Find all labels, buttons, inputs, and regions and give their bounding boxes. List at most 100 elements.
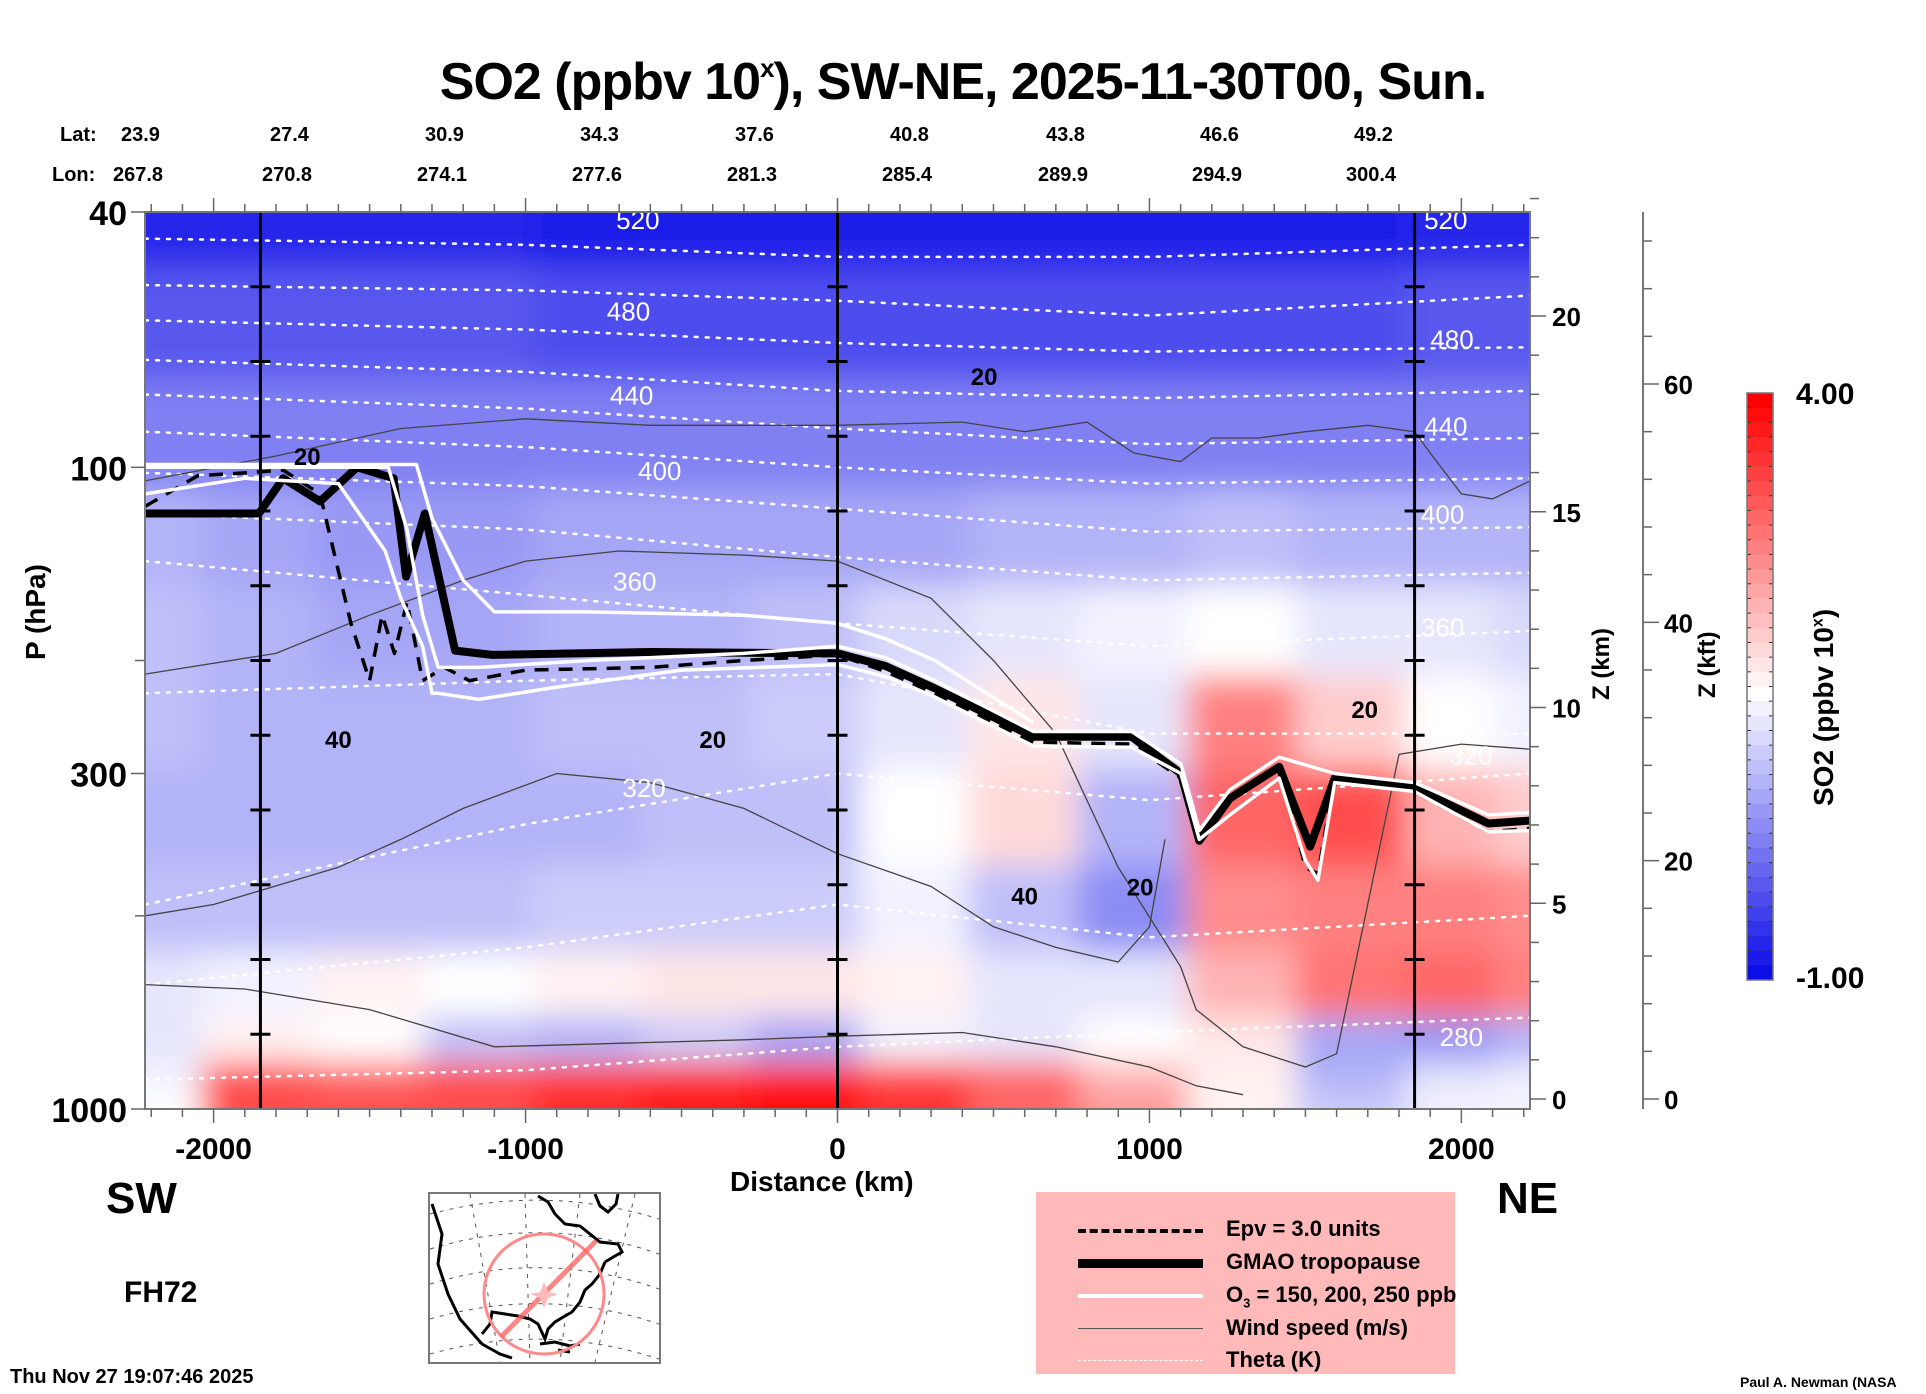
lon-value: 289.9	[1038, 164, 1089, 186]
so2-cell	[1187, 1016, 1299, 1065]
zkm-tick-label: 20	[1552, 302, 1581, 332]
theta-label: 480	[607, 297, 650, 327]
so2-cell	[314, 212, 426, 270]
theta-label: 440	[610, 381, 653, 411]
so2-cell	[1494, 865, 1530, 954]
sw-label: SW	[106, 1174, 177, 1223]
x-tick-label: 2000	[1428, 1133, 1495, 1166]
so2-cell	[145, 951, 204, 1019]
zkft-tick-label: 0	[1664, 1085, 1678, 1115]
center-star-icon	[530, 1282, 558, 1308]
lon-value: 294.9	[1192, 164, 1243, 186]
so2-cell	[145, 1062, 204, 1096]
so2-cell	[750, 1093, 862, 1109]
thick-line-icon	[1078, 1259, 1203, 1268]
colorbar-frame	[1746, 392, 1774, 981]
so2-cell	[145, 768, 204, 868]
so2-cell	[1296, 380, 1408, 491]
colorbar-segment	[1747, 481, 1773, 497]
section-path	[499, 1239, 598, 1339]
colorbar-segment	[1747, 598, 1773, 614]
so2-cell	[532, 768, 644, 868]
colorbar-segment	[1747, 495, 1773, 511]
legend-item-wind: Wind speed (m/s)	[1036, 1313, 1455, 1347]
so2-cell	[201, 865, 317, 954]
so2-cell	[1405, 1016, 1497, 1065]
legend-label-o: O	[1226, 1282, 1244, 1307]
so2-cell	[532, 675, 644, 771]
theta-label: 280	[1440, 1022, 1483, 1052]
so2-cell	[969, 380, 1081, 491]
so2-cell	[532, 865, 644, 954]
colorbar-segment	[1747, 407, 1773, 423]
so2-cell	[641, 488, 753, 587]
so2-cell	[641, 267, 753, 383]
so2-cell	[750, 584, 862, 678]
so2-cell	[145, 212, 204, 270]
so2-cell	[201, 1062, 317, 1096]
zkm-tick-label: 15	[1552, 498, 1581, 528]
contour-labels: 520 480 440 400 360 320 520 480 440 400 360 320 280 2…	[294, 205, 1493, 1052]
so2-cell	[1078, 1016, 1190, 1065]
so2-cell	[641, 212, 753, 270]
colorbar-segment	[1747, 539, 1773, 555]
so2-cell	[1187, 1093, 1299, 1109]
so2-cell	[1187, 1062, 1299, 1096]
range-circle	[482, 1232, 606, 1356]
colorbar-segment	[1747, 466, 1773, 482]
so2-cell	[1296, 267, 1408, 383]
so2-cell	[423, 865, 535, 954]
ne-label: NE	[1497, 1174, 1559, 1223]
so2-cell	[1405, 1062, 1497, 1096]
so2-cell	[423, 1062, 535, 1096]
colorbar-segment	[1747, 906, 1773, 922]
so2-cell	[1296, 951, 1408, 1019]
so2-cell	[145, 1016, 204, 1065]
colorbar-segment	[1747, 847, 1773, 864]
so2-cell	[423, 768, 535, 868]
so2-cell	[423, 675, 535, 771]
epv-3-0-units-line	[145, 468, 1530, 876]
so2-cell	[1494, 1062, 1530, 1096]
colorbar-segment	[1747, 393, 1773, 409]
lat-value: 37.6	[735, 124, 774, 146]
gmao-tropopause-line	[145, 463, 1530, 851]
colorbar-segment	[1747, 833, 1773, 849]
colorbar-segment	[1747, 671, 1773, 687]
so2-cell	[969, 865, 1081, 954]
o3-200-ppb-line	[145, 465, 1530, 833]
legend: Epv = 3.0 units GMAO tropopause O3 = 150…	[1036, 1192, 1456, 1374]
theta-label: 400	[1421, 499, 1464, 529]
theta-label: 360	[1421, 612, 1464, 642]
so2-cell	[1494, 1016, 1530, 1065]
title-text-rest: ), SW-NE, 2025-11-30T00, Sun.	[773, 53, 1488, 111]
theta-label: 520	[1424, 205, 1467, 235]
colorbar-segment	[1747, 774, 1773, 790]
so2-cell	[201, 951, 317, 1019]
so2-cell	[641, 865, 753, 954]
legend-label: Theta (K)	[1226, 1347, 1322, 1372]
so2-cell	[969, 584, 1081, 678]
so2-cell	[145, 488, 204, 587]
graticule	[429, 1193, 660, 1363]
so2-cell	[1494, 675, 1530, 771]
so2-cell	[532, 951, 644, 1019]
colorbar-segment	[1747, 583, 1773, 599]
so2-cell	[1296, 584, 1408, 678]
legend-item-tropopause: GMAO tropopause	[1036, 1247, 1455, 1281]
colorbar-segment	[1747, 613, 1773, 629]
zkft-tick-label: 20	[1664, 847, 1693, 877]
colorbar-segment	[1747, 554, 1773, 570]
so2-cell	[859, 267, 972, 383]
so2-cell	[1187, 488, 1299, 587]
y-tick-label: 1000	[51, 1092, 127, 1130]
so2-cell	[1405, 951, 1497, 1019]
so2-cell	[641, 675, 753, 771]
so2-cell	[1078, 1093, 1190, 1109]
colorbar-segment	[1747, 657, 1773, 673]
lat-value: 49.2	[1354, 124, 1393, 146]
lon-value: 274.1	[417, 164, 468, 186]
y-axis-title: P (hPa)	[20, 564, 51, 660]
so2-cell	[750, 768, 862, 868]
